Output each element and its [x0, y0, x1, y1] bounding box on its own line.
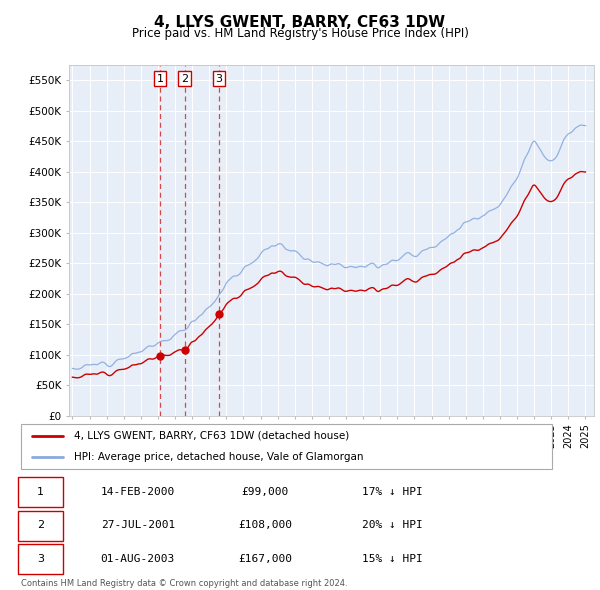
Text: 14-FEB-2000: 14-FEB-2000: [101, 487, 175, 497]
FancyBboxPatch shape: [21, 424, 552, 469]
Text: 3: 3: [37, 554, 44, 564]
Text: HPI: Average price, detached house, Vale of Glamorgan: HPI: Average price, detached house, Vale…: [74, 452, 364, 462]
FancyBboxPatch shape: [19, 510, 64, 541]
Text: £99,000: £99,000: [242, 487, 289, 497]
Text: Price paid vs. HM Land Registry's House Price Index (HPI): Price paid vs. HM Land Registry's House …: [131, 27, 469, 40]
Text: 17% ↓ HPI: 17% ↓ HPI: [362, 487, 423, 497]
Text: 4, LLYS GWENT, BARRY, CF63 1DW: 4, LLYS GWENT, BARRY, CF63 1DW: [154, 15, 446, 30]
Text: 2: 2: [37, 520, 44, 530]
FancyBboxPatch shape: [19, 477, 64, 507]
Text: 4, LLYS GWENT, BARRY, CF63 1DW (detached house): 4, LLYS GWENT, BARRY, CF63 1DW (detached…: [74, 431, 349, 441]
Text: 3: 3: [215, 74, 223, 84]
Text: Contains HM Land Registry data © Crown copyright and database right 2024.: Contains HM Land Registry data © Crown c…: [21, 579, 347, 588]
Text: 01-AUG-2003: 01-AUG-2003: [101, 554, 175, 564]
Text: 15% ↓ HPI: 15% ↓ HPI: [362, 554, 423, 564]
Text: 1: 1: [157, 74, 163, 84]
Text: 2: 2: [181, 74, 188, 84]
Text: £167,000: £167,000: [238, 554, 292, 564]
Text: £108,000: £108,000: [238, 520, 292, 530]
FancyBboxPatch shape: [19, 544, 64, 575]
Text: 20% ↓ HPI: 20% ↓ HPI: [362, 520, 423, 530]
Text: 27-JUL-2001: 27-JUL-2001: [101, 520, 175, 530]
Text: 1: 1: [37, 487, 44, 497]
